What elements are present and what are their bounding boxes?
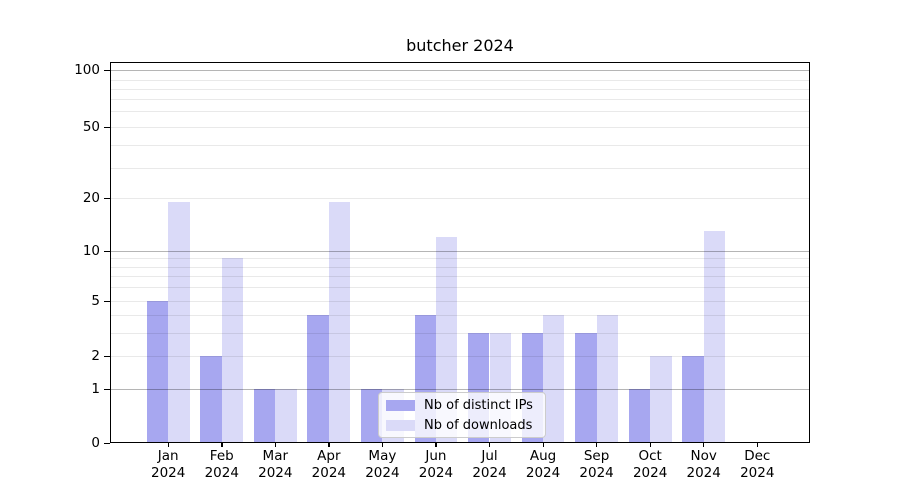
- gridline-minor-20: [110, 198, 810, 199]
- y-tick-mark-2: [104, 355, 110, 357]
- gridline-major-1: [110, 389, 810, 390]
- gridline-minor-60: [110, 111, 810, 112]
- x-tick-mark-feb: [221, 443, 223, 447]
- bar-distinct-ips-mar: [253, 389, 276, 443]
- bar-downloads-jun: [435, 237, 458, 443]
- bar-distinct-ips-oct: [628, 389, 651, 443]
- y-tick-mark-1: [104, 388, 110, 390]
- gridline-minor-7: [110, 276, 810, 277]
- y-axis-tick-label: 50: [82, 118, 100, 135]
- y-tick-mark-0: [104, 442, 110, 444]
- x-tick-mark-nov: [703, 443, 705, 447]
- x-tick-mark-may: [381, 443, 384, 447]
- gridline-minor-90: [110, 80, 810, 81]
- y-axis-tick-label: 5: [91, 292, 100, 309]
- bar-downloads-nov: [703, 231, 726, 443]
- bar-distinct-ips-may: [361, 389, 383, 443]
- bar-downloads-aug: [543, 315, 565, 443]
- y-tick-mark-50: [104, 126, 110, 128]
- legend-label-downloads: Nb of downloads: [424, 417, 533, 433]
- y-axis-tick-label: 2: [91, 347, 100, 364]
- bar-downloads-mar: [275, 389, 297, 443]
- legend: Nb of distinct IPs Nb of downloads: [378, 392, 546, 438]
- bar-downloads-apr: [328, 202, 351, 443]
- gridline-minor-70: [110, 99, 810, 100]
- x-axis-tick-label: Feb 2024: [204, 448, 239, 481]
- x-axis-tick-label: Nov 2024: [686, 448, 721, 481]
- gridline-minor-40: [110, 145, 810, 146]
- x-tick-mark-jan: [167, 443, 169, 447]
- gridline-minor-6: [110, 287, 810, 288]
- gridline-minor-80: [110, 89, 810, 90]
- x-axis-tick-label: Aug 2024: [525, 448, 561, 481]
- y-axis-tick-label: 20: [82, 189, 100, 206]
- gridline-minor-2: [110, 356, 810, 357]
- legend-label-distinct-ips: Nb of distinct IPs: [424, 397, 533, 413]
- bar-downloads-sep: [596, 315, 618, 443]
- y-tick-mark-5: [104, 300, 110, 302]
- gridline-minor-30: [110, 168, 810, 169]
- y-axis-tick-label: 1: [91, 380, 100, 397]
- legend-swatch-downloads: [386, 419, 415, 431]
- x-tick-mark-jun: [435, 443, 437, 447]
- bar-distinct-ips-feb: [200, 356, 222, 443]
- x-tick-mark-aug: [542, 443, 544, 447]
- legend-swatch-distinct-ips: [386, 399, 415, 411]
- y-tick-mark-10: [104, 250, 110, 252]
- gridline-major-10: [110, 251, 810, 252]
- gridline-minor-4: [110, 315, 810, 316]
- x-tick-mark-apr: [328, 443, 330, 447]
- x-tick-mark-sep: [596, 443, 598, 447]
- gridline-minor-9: [110, 258, 810, 259]
- y-tick-mark-100: [104, 69, 110, 71]
- x-axis-tick-label: May 2024: [365, 448, 400, 481]
- x-tick-mark-dec: [756, 443, 759, 447]
- x-axis-tick-label: Dec 2024: [740, 448, 775, 481]
- x-axis-tick-label: Sep 2024: [579, 448, 614, 481]
- y-axis-tick-label: 0: [91, 434, 100, 451]
- gridline-minor-50: [110, 127, 810, 128]
- x-axis-tick-label: Oct 2024: [632, 448, 668, 481]
- gridline-major-100: [110, 70, 810, 71]
- legend-item-distinct-ips: Nb of distinct IPs: [386, 397, 545, 414]
- bar-downloads-jan: [168, 202, 190, 443]
- gridline-minor-8: [110, 267, 810, 268]
- x-axis-tick-label: Jul 2024: [472, 448, 507, 481]
- bar-distinct-ips-apr: [307, 315, 329, 443]
- y-axis-tick-label: 100: [74, 61, 100, 78]
- x-tick-mark-oct: [649, 443, 651, 447]
- x-axis-tick-label: Mar 2024: [258, 448, 293, 481]
- x-tick-mark-mar: [274, 443, 277, 447]
- chart-title: butcher 2024: [406, 36, 514, 55]
- gridline-minor-5: [110, 301, 810, 302]
- bar-downloads-oct: [650, 356, 672, 443]
- bar-downloads-feb: [221, 258, 244, 443]
- bar-distinct-ips-sep: [575, 333, 597, 443]
- gridline-minor-3: [110, 333, 810, 334]
- x-axis-tick-label: Apr 2024: [311, 448, 347, 481]
- x-axis-tick-label: Jan 2024: [151, 448, 186, 481]
- x-axis-tick-label: Jun 2024: [418, 448, 454, 481]
- y-axis-tick-label: 10: [82, 242, 100, 259]
- bar-distinct-ips-jan: [146, 301, 169, 443]
- bar-distinct-ips-nov: [682, 356, 704, 443]
- x-tick-mark-jul: [489, 443, 491, 447]
- legend-item-downloads: Nb of downloads: [386, 417, 545, 434]
- y-tick-mark-20: [104, 197, 110, 199]
